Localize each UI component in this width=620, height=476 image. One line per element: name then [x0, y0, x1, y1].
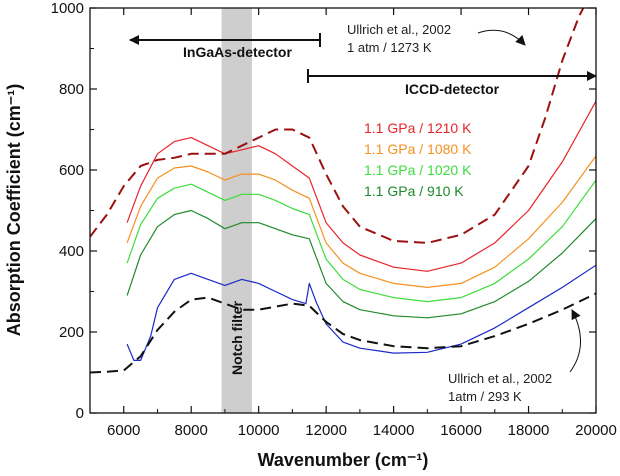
plot-frame — [89, 7, 597, 414]
y-axis-title: Absorption Coefficient (cm⁻¹) — [4, 84, 24, 337]
y-tick-label: 600 — [59, 162, 84, 179]
ref-hot-label-line2: 1 atm / 1273 K — [347, 40, 432, 55]
x-tick-label: 6000 — [107, 422, 140, 439]
series-line-2 — [126, 179, 596, 303]
tick-layer: 6000 8000 10000 12000 14000 16000 18000 20000 0 2… — [51, 0, 617, 439]
legend-entry: 1.1 GPa / 1210 K — [364, 120, 472, 136]
y-tick-label: 800 — [59, 81, 84, 98]
series-line-4 — [126, 264, 596, 361]
series-line-3 — [126, 209, 596, 319]
notch-filter-label: Notch filter — [229, 301, 245, 375]
x-tick-label: 12000 — [305, 422, 347, 439]
x-tick-label: 20000 — [575, 422, 617, 439]
reference-line-6 — [90, 292, 596, 374]
ingaas-label: InGaAs-detector — [183, 44, 292, 60]
series-line-0 — [126, 100, 596, 272]
y-tick-label: 200 — [59, 324, 84, 341]
x-tick-label: 8000 — [175, 422, 208, 439]
series-line-1 — [126, 155, 596, 288]
iccd-label: ICCD-detector — [405, 81, 500, 97]
notch-filter-band — [221, 8, 252, 413]
legend-entry: 1.1 GPa / 1020 K — [364, 162, 472, 178]
ref-cold-pointer — [569, 309, 581, 373]
ref-hot-label-line1: Ullrich et al., 2002 — [347, 22, 451, 37]
x-tick-label: 18000 — [508, 422, 550, 439]
y-tick-label: 1000 — [51, 0, 84, 17]
ref-hot-pointer — [477, 29, 526, 46]
ref-cold-label-line2: 1atm / 293 K — [448, 389, 522, 404]
series-layer — [90, 8, 596, 374]
legend-entry: 1.1 GPa / 1080 K — [364, 141, 472, 157]
ref-cold-label-line1: Ullrich et al., 2002 — [448, 371, 552, 386]
x-tick-label: 16000 — [440, 422, 482, 439]
x-axis-title: Wavenumber (cm⁻¹) — [258, 450, 429, 470]
y-tick-label: 400 — [59, 243, 84, 260]
x-tick-label: 10000 — [238, 422, 280, 439]
y-tick-label: 0 — [76, 405, 84, 422]
x-tick-label: 14000 — [373, 422, 415, 439]
legend-entry: 1.1 GPa / 910 K — [364, 183, 464, 199]
legend: 1.1 GPa / 1210 K 1.1 GPa / 1080 K 1.1 GPa … — [364, 120, 472, 199]
reference-line-5 — [90, 8, 585, 244]
